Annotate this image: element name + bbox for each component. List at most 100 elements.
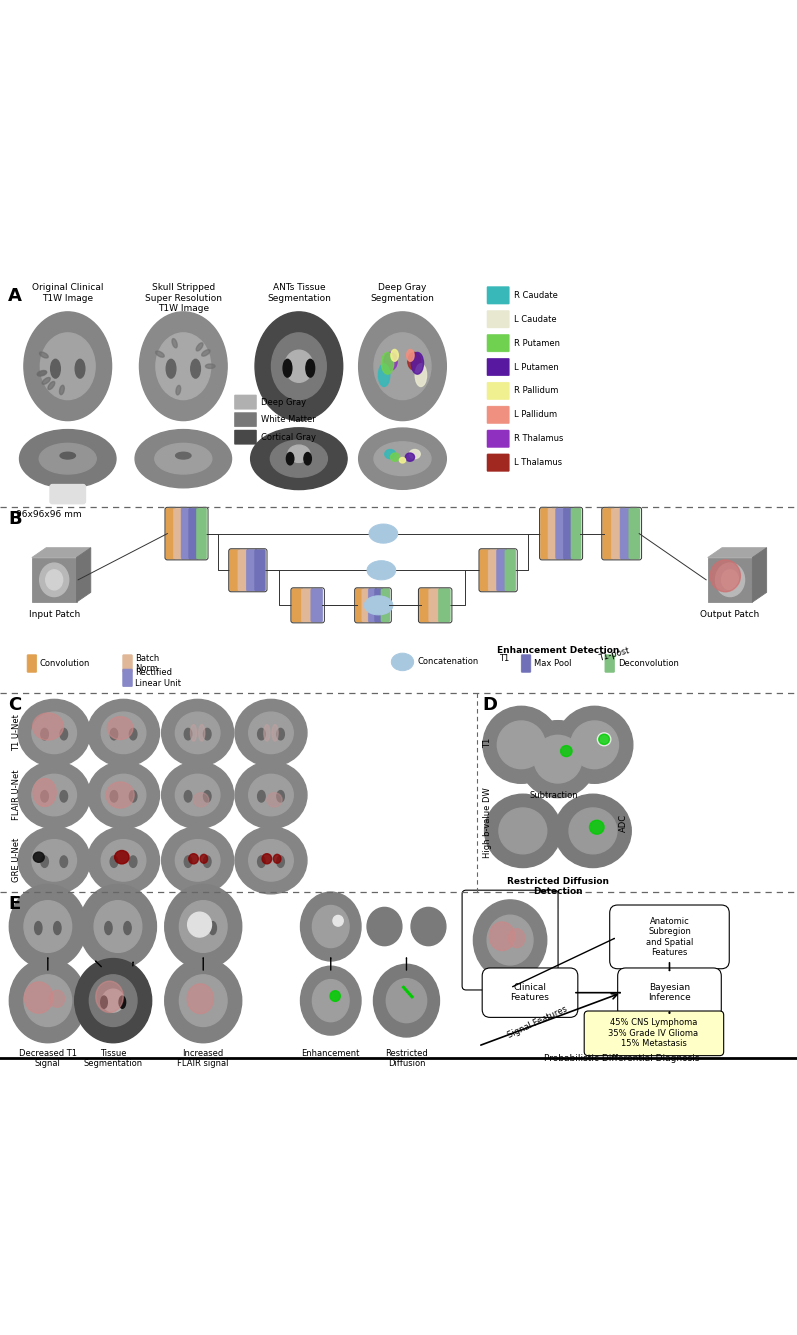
Ellipse shape [556, 706, 633, 784]
Polygon shape [752, 547, 767, 602]
Ellipse shape [359, 312, 446, 421]
Text: Signal Features: Signal Features [507, 1004, 569, 1040]
Ellipse shape [119, 996, 126, 1008]
FancyBboxPatch shape [166, 509, 176, 559]
Ellipse shape [257, 729, 265, 740]
Ellipse shape [190, 359, 200, 378]
FancyBboxPatch shape [234, 395, 257, 410]
Ellipse shape [235, 700, 307, 766]
Ellipse shape [110, 790, 118, 802]
Ellipse shape [88, 700, 159, 766]
Ellipse shape [88, 826, 159, 894]
Ellipse shape [710, 559, 740, 591]
Text: Cortical Gray: Cortical Gray [261, 433, 316, 442]
FancyBboxPatch shape [487, 311, 509, 328]
Ellipse shape [306, 359, 315, 376]
Ellipse shape [487, 916, 533, 965]
Ellipse shape [283, 359, 292, 376]
Ellipse shape [508, 929, 525, 948]
Ellipse shape [196, 343, 203, 351]
Ellipse shape [108, 717, 133, 740]
Ellipse shape [569, 808, 617, 854]
Text: Subtraction: Subtraction [529, 792, 579, 800]
Ellipse shape [485, 794, 561, 868]
FancyBboxPatch shape [480, 550, 491, 591]
Text: B: B [8, 510, 22, 527]
FancyBboxPatch shape [238, 550, 249, 591]
FancyBboxPatch shape [488, 550, 499, 591]
Ellipse shape [25, 983, 53, 1013]
Ellipse shape [80, 885, 156, 969]
FancyBboxPatch shape [50, 485, 85, 503]
Text: Increased
FLAIR signal: Increased FLAIR signal [178, 1048, 229, 1068]
Ellipse shape [330, 991, 340, 1001]
Ellipse shape [411, 352, 423, 374]
Text: Decreased T1
Signal: Decreased T1 Signal [19, 1048, 77, 1068]
FancyBboxPatch shape [629, 509, 640, 559]
FancyBboxPatch shape [605, 654, 614, 673]
Ellipse shape [42, 378, 50, 384]
Polygon shape [708, 558, 752, 602]
Ellipse shape [590, 820, 604, 834]
Text: Enhancement: Enhancement [301, 1048, 360, 1057]
Text: White Matter: White Matter [261, 415, 316, 425]
Ellipse shape [94, 901, 142, 952]
Ellipse shape [312, 980, 349, 1021]
FancyBboxPatch shape [123, 654, 132, 673]
FancyBboxPatch shape [246, 550, 257, 591]
Ellipse shape [124, 921, 132, 934]
Ellipse shape [88, 761, 159, 829]
Ellipse shape [333, 916, 344, 926]
FancyBboxPatch shape [482, 968, 578, 1017]
Ellipse shape [250, 427, 347, 490]
Ellipse shape [721, 570, 739, 590]
Ellipse shape [19, 430, 116, 487]
Ellipse shape [387, 979, 426, 1023]
Ellipse shape [312, 905, 349, 948]
Ellipse shape [300, 967, 361, 1035]
Text: ANTs Tissue
Segmentation: ANTs Tissue Segmentation [267, 283, 331, 303]
Ellipse shape [249, 712, 293, 753]
FancyBboxPatch shape [611, 509, 622, 559]
Ellipse shape [267, 793, 282, 806]
Text: Deconvolution: Deconvolution [618, 659, 678, 668]
FancyBboxPatch shape [540, 509, 551, 559]
Ellipse shape [206, 364, 215, 368]
Ellipse shape [483, 706, 559, 784]
Text: R Putamen: R Putamen [514, 339, 560, 347]
Text: Output Patch: Output Patch [701, 610, 760, 619]
Ellipse shape [129, 856, 137, 868]
Ellipse shape [18, 306, 117, 427]
Ellipse shape [379, 363, 390, 387]
Ellipse shape [249, 840, 293, 881]
Ellipse shape [101, 774, 146, 816]
Text: GRE U-Net: GRE U-Net [12, 838, 21, 882]
FancyBboxPatch shape [234, 430, 257, 445]
Ellipse shape [198, 725, 205, 741]
Ellipse shape [176, 386, 181, 395]
Text: L Pallidum: L Pallidum [514, 410, 557, 419]
Polygon shape [32, 558, 77, 602]
FancyBboxPatch shape [27, 654, 37, 673]
Ellipse shape [175, 774, 220, 816]
Ellipse shape [264, 725, 270, 741]
Ellipse shape [49, 991, 65, 1008]
Text: High b-value DW: High b-value DW [483, 788, 493, 858]
FancyBboxPatch shape [255, 550, 265, 591]
Ellipse shape [359, 429, 446, 490]
Text: Max Pool: Max Pool [534, 659, 571, 668]
Ellipse shape [75, 359, 84, 378]
Text: Rectified
Linear Unit: Rectified Linear Unit [135, 668, 182, 688]
Ellipse shape [37, 371, 46, 375]
FancyBboxPatch shape [234, 413, 257, 427]
Ellipse shape [257, 790, 265, 802]
Ellipse shape [255, 312, 343, 421]
Ellipse shape [10, 885, 86, 969]
FancyBboxPatch shape [487, 406, 509, 423]
FancyBboxPatch shape [429, 589, 441, 622]
Ellipse shape [374, 332, 431, 399]
Ellipse shape [202, 350, 210, 356]
Ellipse shape [187, 912, 211, 937]
FancyBboxPatch shape [505, 550, 516, 591]
Ellipse shape [184, 729, 192, 740]
